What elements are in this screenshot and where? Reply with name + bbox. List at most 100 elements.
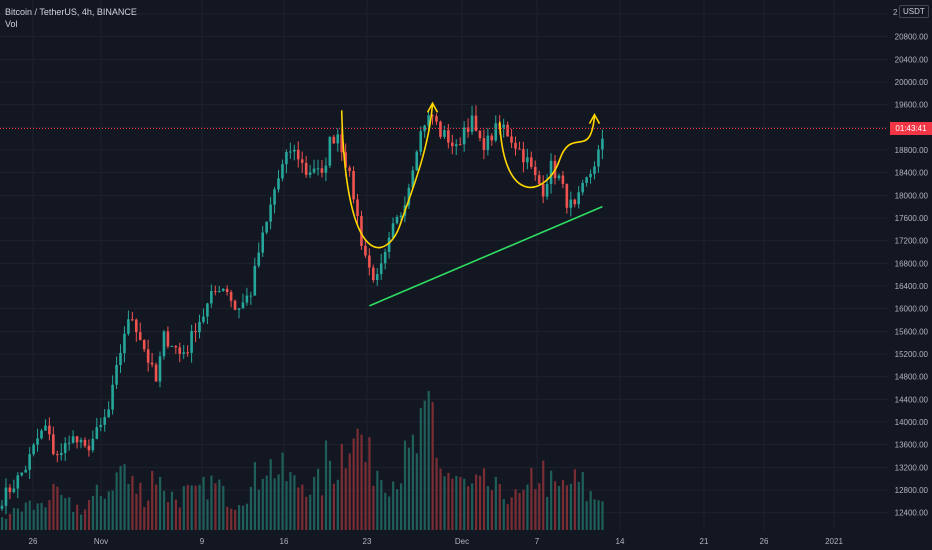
candle-body xyxy=(293,149,296,152)
candle-body xyxy=(135,319,138,333)
candle-body xyxy=(24,469,27,473)
volume-bar xyxy=(368,437,371,530)
volume-bar xyxy=(28,500,31,530)
candle-body xyxy=(344,152,347,168)
candle-body xyxy=(486,135,490,150)
candle-body xyxy=(565,183,569,208)
time-axis-bg xyxy=(0,530,888,550)
volume-bar xyxy=(534,489,537,530)
volume-bar xyxy=(557,486,561,530)
volume-bar xyxy=(431,402,434,530)
candle-body xyxy=(103,417,106,425)
volume-bar xyxy=(253,462,256,530)
volume-bar xyxy=(24,502,27,530)
volume-bar xyxy=(135,493,138,530)
volume-bar xyxy=(80,514,83,530)
candle-body xyxy=(4,487,8,506)
candle-body xyxy=(320,168,324,173)
volume-bar xyxy=(194,485,197,530)
candle-body xyxy=(71,436,75,443)
volume-bar xyxy=(435,457,438,530)
candle-body xyxy=(0,505,4,509)
volume-bar xyxy=(68,497,71,530)
candle-body xyxy=(439,121,442,137)
price-axis[interactable]: 20800.0020400.0020000.0019600.0019200.00… xyxy=(888,0,932,550)
price-tick-label: 12800.00 xyxy=(895,486,929,495)
price-tick-partial: 2 xyxy=(893,8,898,17)
time-axis[interactable]: 26 Nov 9 16 23 Dec 7 14 21 26 2021 xyxy=(0,530,888,550)
candle-body xyxy=(478,130,482,139)
candle-body xyxy=(470,115,474,132)
volume-bar xyxy=(87,500,91,530)
candle-body xyxy=(597,149,600,167)
volume-bar xyxy=(451,478,454,530)
candle-body xyxy=(95,427,99,439)
volume-bar xyxy=(48,500,51,530)
candle-body xyxy=(257,252,261,266)
candle-body xyxy=(162,331,166,357)
candle-body xyxy=(190,330,193,353)
candle-body xyxy=(411,170,415,188)
price-tick-label: 15200.00 xyxy=(895,350,929,359)
volume-bar xyxy=(301,484,304,530)
candle-body xyxy=(328,136,332,166)
volume-bar xyxy=(214,483,217,530)
volume-bar xyxy=(265,475,268,530)
candle-body xyxy=(146,349,150,363)
candle-body xyxy=(8,487,12,493)
candle-body xyxy=(364,245,367,256)
candle-body xyxy=(221,288,225,291)
candle-body xyxy=(474,115,478,131)
candle-body xyxy=(36,438,39,445)
candle-body xyxy=(352,171,355,200)
volume-bar xyxy=(162,490,166,530)
candle-body xyxy=(28,454,31,470)
volume-bar xyxy=(455,475,458,530)
time-tick-label: 14 xyxy=(616,537,625,546)
candle-body xyxy=(454,144,458,147)
time-tick-label: 7 xyxy=(535,537,540,546)
arc-arrowhead xyxy=(426,101,439,113)
candle-body xyxy=(340,134,343,153)
volume-bar xyxy=(293,475,296,530)
candle-body xyxy=(462,127,466,145)
volume-bar xyxy=(182,486,185,530)
currency-badge[interactable]: USDT xyxy=(899,5,929,18)
drawing-annotations[interactable] xyxy=(340,101,603,307)
candle-body xyxy=(427,115,430,126)
candle-body xyxy=(300,159,304,163)
volume-bar xyxy=(561,479,565,530)
volume-bar xyxy=(151,470,154,530)
volume-bar xyxy=(289,472,292,530)
volume-bar xyxy=(36,503,39,530)
volume-bar xyxy=(64,498,67,530)
candle-body xyxy=(154,364,158,382)
volume-bar xyxy=(415,453,418,530)
volume-bar xyxy=(143,507,146,530)
candle-body xyxy=(249,295,253,297)
candle-body xyxy=(545,184,549,197)
volume-bar xyxy=(380,480,383,530)
volume-bar xyxy=(443,476,446,530)
volume-bar xyxy=(56,486,59,530)
volume-bar xyxy=(119,465,122,530)
candle-body xyxy=(59,452,63,456)
volume-bar xyxy=(115,472,118,530)
volume-bar xyxy=(155,484,158,530)
volume-bar xyxy=(32,509,35,530)
volume-bar xyxy=(447,472,450,530)
price-tick-label: 18400.00 xyxy=(895,169,929,178)
volume-bar xyxy=(285,481,288,530)
candle-body xyxy=(178,347,182,354)
volume-bar xyxy=(12,508,16,530)
volume-bar xyxy=(593,499,596,530)
volume-bar xyxy=(546,496,549,530)
time-tick-label: 9 xyxy=(200,537,205,546)
volume-bar xyxy=(218,479,221,530)
candle-body xyxy=(561,175,565,184)
volume-bar xyxy=(261,478,264,530)
candle-body xyxy=(510,136,513,143)
volume-bar xyxy=(336,479,339,530)
candle-body xyxy=(166,331,170,347)
